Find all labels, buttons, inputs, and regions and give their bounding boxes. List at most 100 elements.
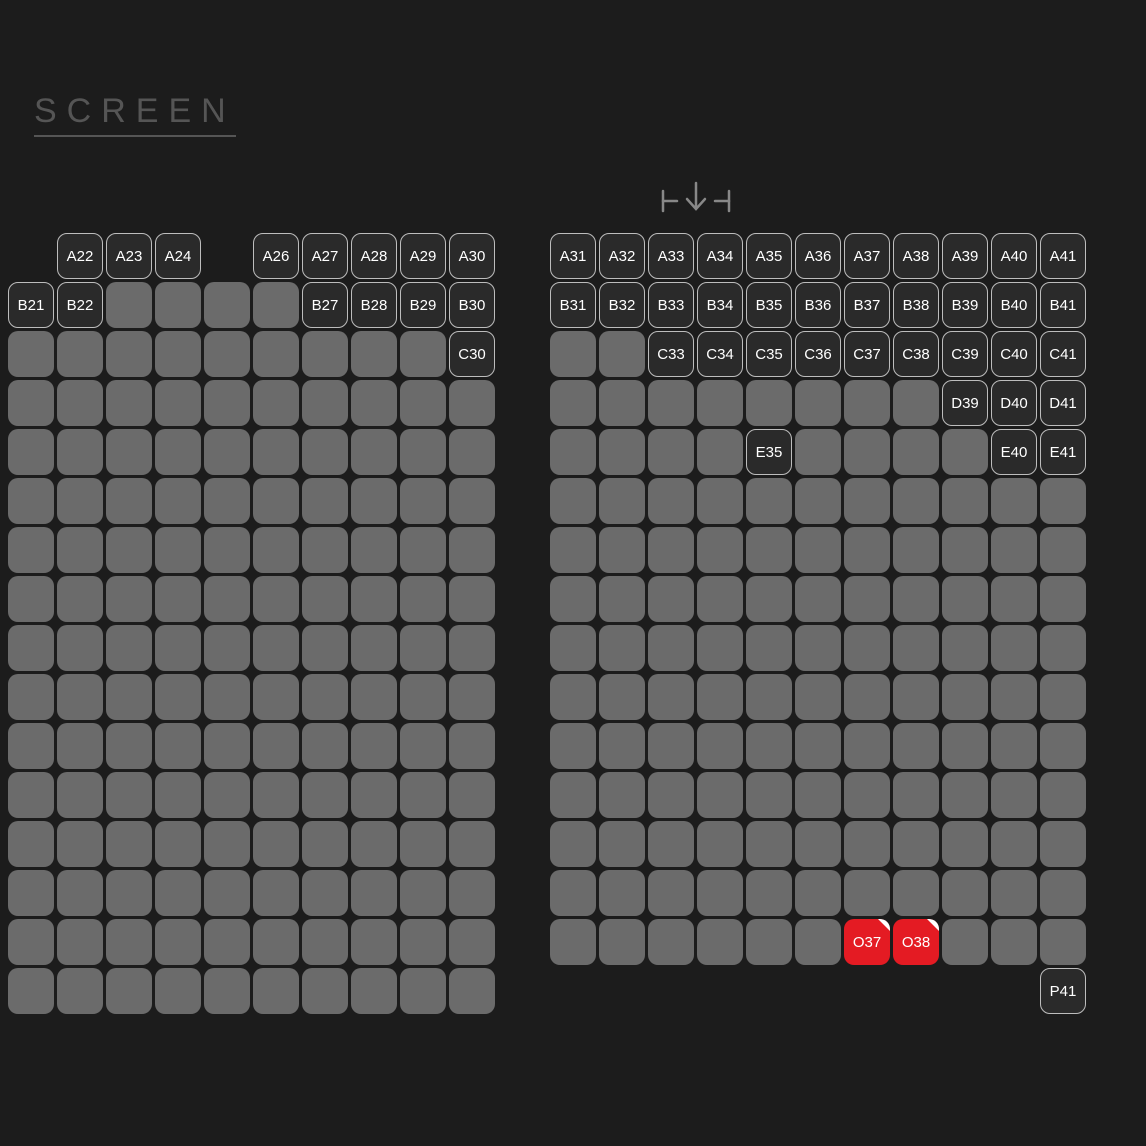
seat-e28 [351,429,397,475]
seat-b38[interactable]: B38 [893,282,939,328]
seat-a29[interactable]: A29 [400,233,446,279]
seat-j41 [1040,674,1086,720]
seat-j39 [942,674,988,720]
seat-b40[interactable]: B40 [991,282,1037,328]
seat-d40[interactable]: D40 [991,380,1037,426]
seat-j30 [449,674,495,720]
seat-c21 [8,331,54,377]
seat-e40[interactable]: E40 [991,429,1037,475]
seat-a41[interactable]: A41 [1040,233,1086,279]
seat-b26 [253,282,299,328]
seat-c36[interactable]: C36 [795,331,841,377]
seat-n22 [57,870,103,916]
seat-c28 [351,331,397,377]
seat-e33 [648,429,694,475]
seat-o38[interactable]: O38 [893,919,939,965]
seat-a38[interactable]: A38 [893,233,939,279]
seat-o34 [697,919,743,965]
seat-l39 [942,772,988,818]
seat-a39[interactable]: A39 [942,233,988,279]
seat-p25 [204,968,250,1014]
seat-b37[interactable]: B37 [844,282,890,328]
seat-f27 [302,478,348,524]
seat-a40[interactable]: A40 [991,233,1037,279]
seat-c33[interactable]: C33 [648,331,694,377]
seat-h27 [302,576,348,622]
seat-a35[interactable]: A35 [746,233,792,279]
seat-p41[interactable]: P41 [1040,968,1086,1014]
seat-b21[interactable]: B21 [8,282,54,328]
seat-b35[interactable]: B35 [746,282,792,328]
seat-a37[interactable]: A37 [844,233,890,279]
seat-c23 [106,331,152,377]
seat-a32[interactable]: A32 [599,233,645,279]
seat-c30[interactable]: C30 [449,331,495,377]
seat-a34[interactable]: A34 [697,233,743,279]
seat-a24[interactable]: A24 [155,233,201,279]
seat-c32 [599,331,645,377]
seat-k26 [253,723,299,769]
seat-d33 [648,380,694,426]
seat-o24 [155,919,201,965]
seat-a27[interactable]: A27 [302,233,348,279]
seat-a23[interactable]: A23 [106,233,152,279]
seat-b39[interactable]: B39 [942,282,988,328]
seat-d39[interactable]: D39 [942,380,988,426]
seat-p29 [400,968,446,1014]
seat-d41[interactable]: D41 [1040,380,1086,426]
seat-c39[interactable]: C39 [942,331,988,377]
seat-o21 [8,919,54,965]
seat-e35[interactable]: E35 [746,429,792,475]
seat-l38 [893,772,939,818]
seat-g38 [893,527,939,573]
seat-b29[interactable]: B29 [400,282,446,328]
seat-e37 [844,429,890,475]
seat-a28[interactable]: A28 [351,233,397,279]
seat-b32[interactable]: B32 [599,282,645,328]
seat-a36[interactable]: A36 [795,233,841,279]
seat-j27 [302,674,348,720]
seat-c35[interactable]: C35 [746,331,792,377]
seat-b34[interactable]: B34 [697,282,743,328]
seat-g30 [449,527,495,573]
seat-b36[interactable]: B36 [795,282,841,328]
seat-c37[interactable]: C37 [844,331,890,377]
seat-b23 [106,282,152,328]
seat-c40[interactable]: C40 [991,331,1037,377]
seat-b31[interactable]: B31 [550,282,596,328]
seat-m30 [449,821,495,867]
seat-e41[interactable]: E41 [1040,429,1086,475]
seat-m31 [550,821,596,867]
seat-b27[interactable]: B27 [302,282,348,328]
seat-e21 [8,429,54,475]
seat-b28[interactable]: B28 [351,282,397,328]
seat-d30 [449,380,495,426]
seat-p24 [155,968,201,1014]
seat-l25 [204,772,250,818]
seat-o37[interactable]: O37 [844,919,890,965]
seat-b33[interactable]: B33 [648,282,694,328]
seat-j37 [844,674,890,720]
seat-a33[interactable]: A33 [648,233,694,279]
seat-i24 [155,625,201,671]
seat-b22[interactable]: B22 [57,282,103,328]
seat-n23 [106,870,152,916]
seat-h39 [942,576,988,622]
seat-b24 [155,282,201,328]
seat-c29 [400,331,446,377]
seat-a26[interactable]: A26 [253,233,299,279]
seat-c38[interactable]: C38 [893,331,939,377]
seat-n25 [204,870,250,916]
seat-b41[interactable]: B41 [1040,282,1086,328]
seat-a22[interactable]: A22 [57,233,103,279]
seat-f29 [400,478,446,524]
seat-b30[interactable]: B30 [449,282,495,328]
seat-c41[interactable]: C41 [1040,331,1086,377]
seat-g24 [155,527,201,573]
seat-a31[interactable]: A31 [550,233,596,279]
seat-a30[interactable]: A30 [449,233,495,279]
seat-p30 [449,968,495,1014]
seat-c34[interactable]: C34 [697,331,743,377]
seat-l24 [155,772,201,818]
seat-d21 [8,380,54,426]
